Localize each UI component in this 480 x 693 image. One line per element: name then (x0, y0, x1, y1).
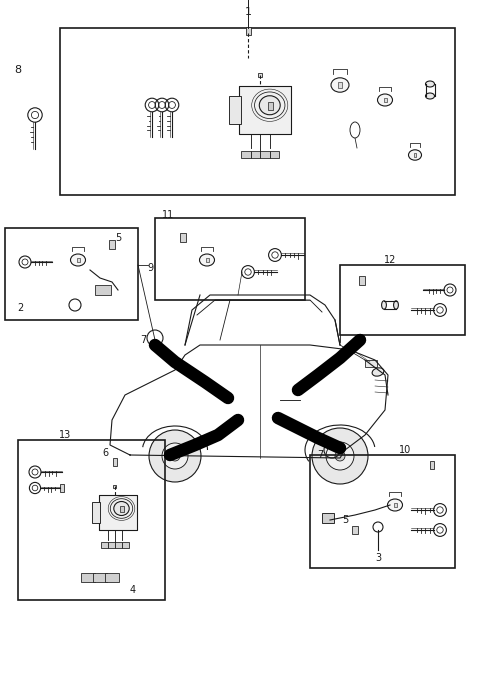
Bar (76, 258, 80, 262)
Text: 8: 8 (14, 65, 22, 75)
Bar (239, 86, 291, 134)
Text: 5: 5 (342, 515, 348, 525)
Ellipse shape (200, 254, 215, 266)
Bar (121, 542, 129, 547)
Bar (100, 542, 108, 547)
Ellipse shape (425, 93, 434, 99)
Bar (180, 232, 186, 241)
Bar (338, 82, 342, 88)
Bar (384, 98, 386, 103)
Bar (60, 484, 64, 491)
Bar (115, 542, 121, 547)
Text: 6: 6 (102, 448, 108, 458)
Bar (113, 458, 117, 466)
Text: 11: 11 (162, 210, 174, 220)
Circle shape (170, 451, 180, 461)
Circle shape (335, 451, 345, 461)
Text: 1: 1 (244, 7, 252, 17)
Text: 3: 3 (375, 553, 381, 563)
Bar (241, 151, 251, 159)
Bar (5, 228, 138, 320)
Ellipse shape (425, 81, 434, 87)
Bar (258, 73, 262, 77)
Text: 7: 7 (317, 450, 323, 460)
Bar (99, 495, 137, 529)
Bar (18, 440, 165, 600)
Bar (92, 502, 100, 523)
Bar (340, 265, 465, 335)
Bar (81, 573, 95, 582)
Bar (205, 258, 208, 262)
Text: 13: 13 (59, 430, 71, 440)
Bar (360, 276, 365, 285)
Text: 4: 4 (130, 585, 136, 595)
Ellipse shape (382, 301, 386, 309)
Circle shape (149, 430, 201, 482)
Bar (251, 151, 260, 159)
Bar (60, 28, 455, 195)
Circle shape (312, 428, 368, 484)
Bar (310, 455, 455, 568)
Bar (109, 240, 115, 249)
Ellipse shape (372, 368, 384, 376)
Bar (120, 507, 124, 512)
Text: 10: 10 (399, 445, 411, 455)
Bar (414, 153, 416, 157)
Bar (365, 360, 377, 367)
Text: 7: 7 (140, 335, 146, 345)
Bar (430, 462, 434, 468)
Bar (108, 542, 115, 547)
Circle shape (326, 442, 354, 470)
Bar (322, 513, 334, 523)
Bar (93, 573, 107, 582)
Circle shape (162, 443, 188, 469)
Text: 12: 12 (384, 255, 396, 265)
Bar (394, 502, 396, 507)
Text: 9: 9 (147, 263, 153, 273)
Bar (113, 484, 116, 487)
Ellipse shape (377, 94, 393, 106)
Bar (270, 151, 279, 159)
Ellipse shape (71, 254, 85, 266)
Bar (260, 151, 270, 159)
Bar (95, 285, 111, 295)
Text: 5: 5 (115, 233, 121, 243)
Ellipse shape (387, 499, 403, 511)
Bar (268, 103, 273, 110)
Bar (105, 573, 119, 582)
Ellipse shape (394, 301, 398, 309)
Ellipse shape (259, 96, 280, 115)
Ellipse shape (114, 502, 129, 516)
Ellipse shape (331, 78, 349, 92)
Ellipse shape (408, 150, 421, 160)
Bar (229, 96, 241, 124)
Bar (155, 218, 305, 300)
Text: 2: 2 (17, 303, 23, 313)
Bar (245, 27, 251, 35)
Bar (352, 526, 358, 534)
